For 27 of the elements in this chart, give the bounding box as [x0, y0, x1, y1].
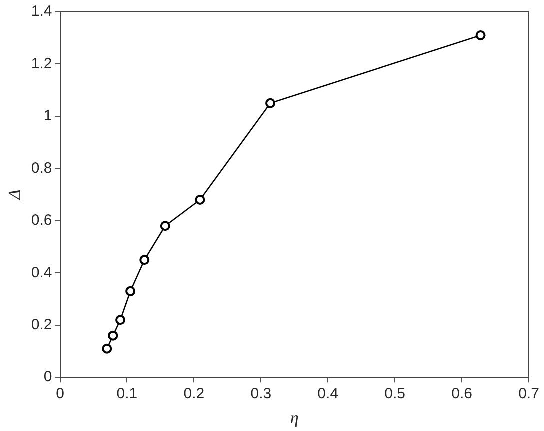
point	[476, 30, 486, 41]
x-tick-label: 0.4	[318, 386, 339, 403]
x-axis-title: η	[290, 408, 299, 428]
x-tick-label: 0.6	[452, 386, 472, 403]
y-tick-label: 0.6	[31, 212, 52, 230]
y-tick-label: 1.4	[31, 3, 52, 20]
y-tick-label: 0.8	[31, 160, 52, 177]
x-tick-label: 0	[56, 386, 64, 403]
x-tick-label: 0.1	[116, 386, 138, 403]
y-tick-label: 0	[44, 368, 52, 386]
y-tick-label: 1.2	[31, 55, 52, 72]
y-tick-label: 0.4	[31, 264, 52, 282]
point	[102, 344, 112, 354]
point	[108, 330, 118, 341]
point	[126, 286, 136, 296]
point	[160, 221, 170, 232]
x-tick-label: 0.7	[518, 386, 540, 403]
x-tick-label: 0.3	[250, 386, 272, 403]
x-tick-label: 0.2	[184, 386, 205, 403]
point	[266, 98, 276, 108]
y-axis-title: Δ	[6, 190, 25, 201]
x-tick-label: 0.5	[384, 386, 406, 403]
point	[140, 255, 150, 266]
point	[116, 315, 126, 326]
y-tick-label: 1	[44, 108, 52, 125]
point	[195, 195, 206, 206]
y-tick-label: 0.2	[31, 316, 52, 334]
